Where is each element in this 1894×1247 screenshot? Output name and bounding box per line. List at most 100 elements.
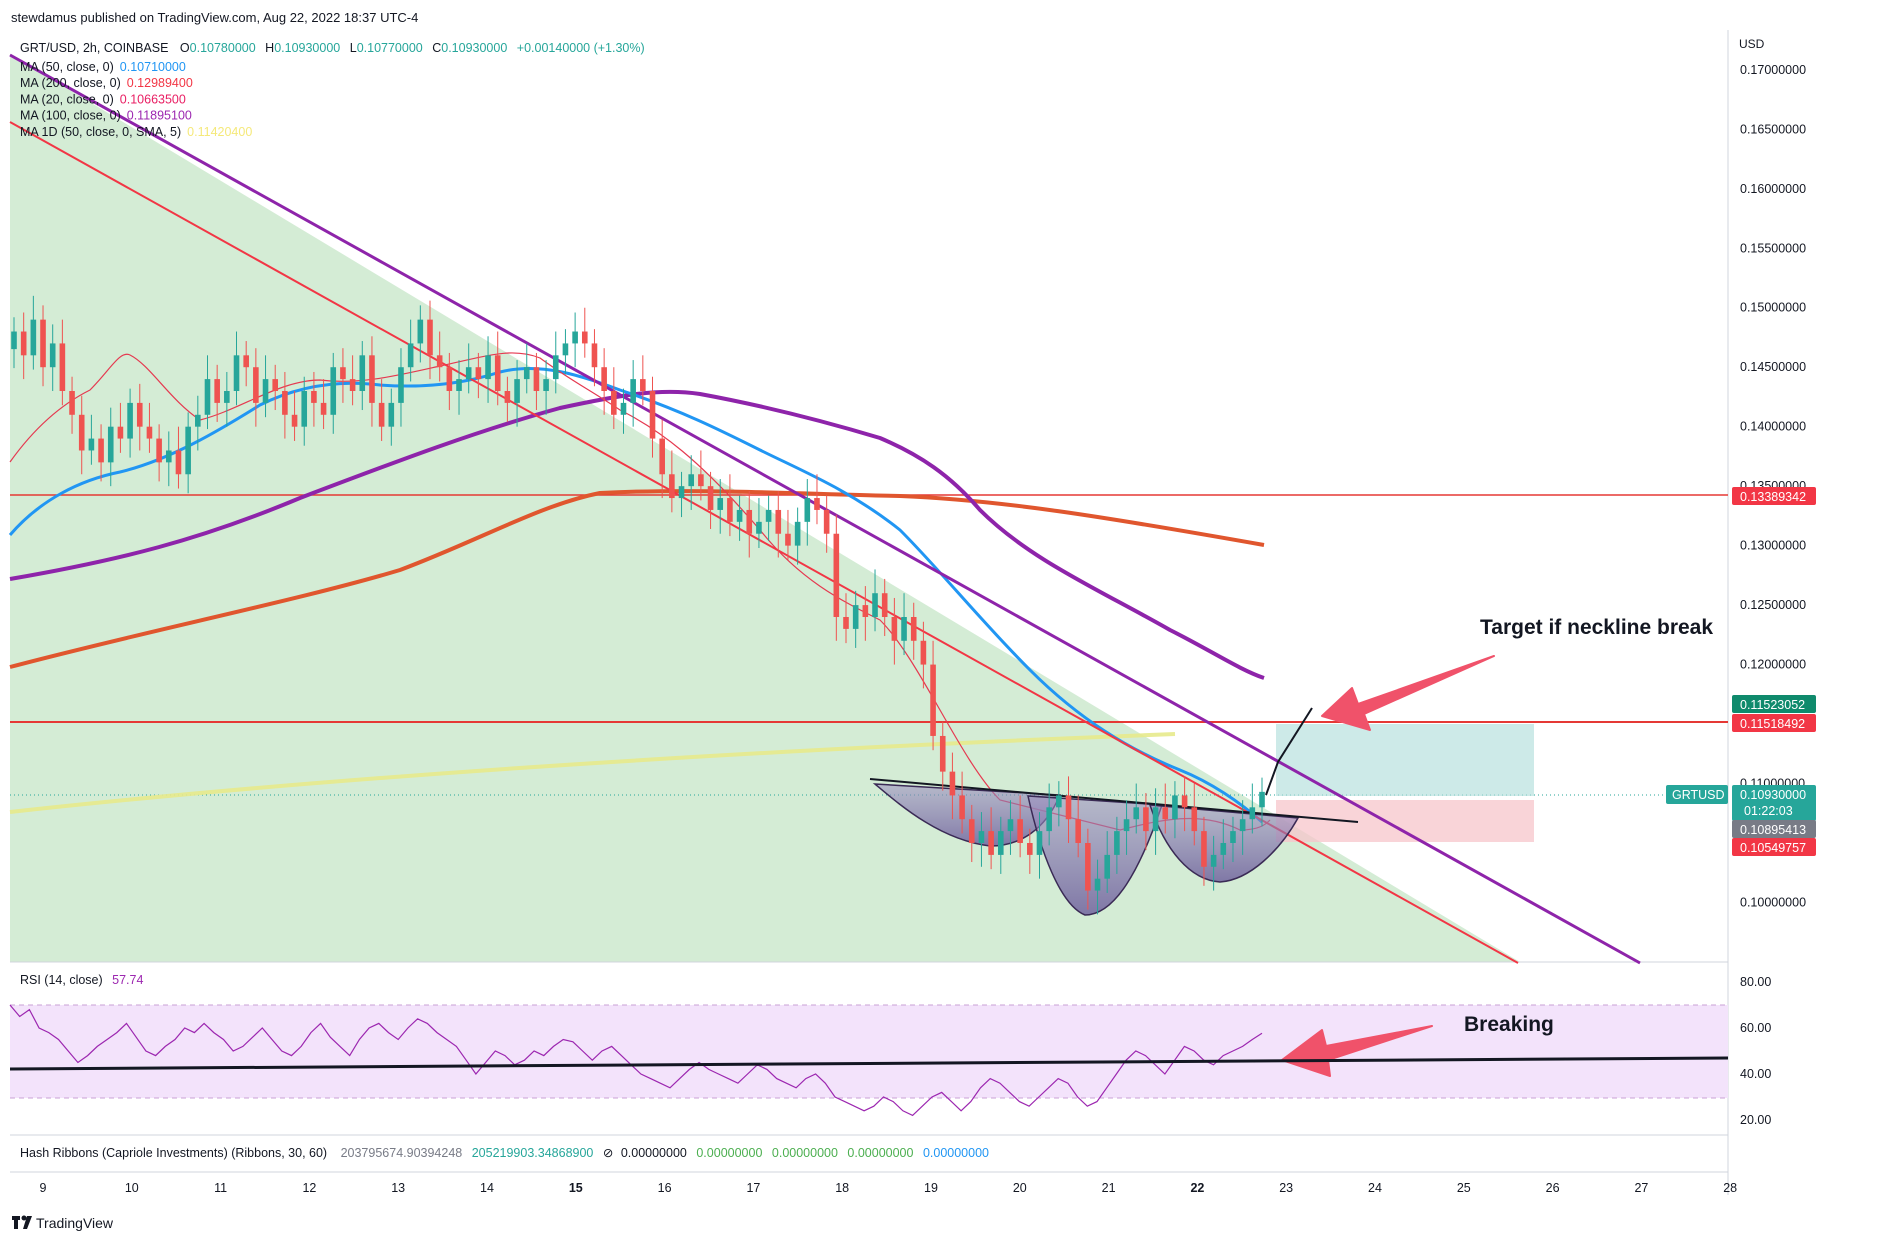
candle-body <box>920 640 927 665</box>
candle-body <box>156 438 162 463</box>
time-tick-label: 12 <box>302 1181 316 1195</box>
candle-body <box>30 319 37 356</box>
projection-line <box>1265 707 1313 796</box>
candle-body <box>949 771 956 796</box>
candle-body <box>1230 831 1236 843</box>
candle-body <box>1220 843 1227 855</box>
rsi-trendline[interactable] <box>9 1056 1729 1071</box>
candle-body <box>1181 795 1188 808</box>
badge-countdown-text: 01:22:03 <box>1744 804 1793 818</box>
candle-body <box>369 355 375 403</box>
badge-target <box>1732 695 1816 713</box>
candle-body <box>282 391 288 415</box>
indicator-legend-item: MA (50, close, 0) 0.10710000 <box>20 60 186 74</box>
candle-body <box>775 509 782 534</box>
candle-body <box>40 319 46 368</box>
candle-body <box>1017 819 1023 843</box>
candle-body <box>1152 807 1159 832</box>
candle-body <box>427 319 433 356</box>
indicator-legend-item: MA (200, close, 0) 0.12989400 <box>20 76 193 90</box>
candle-body <box>640 379 646 391</box>
candle-body <box>1249 807 1256 820</box>
candle-body <box>1162 807 1169 820</box>
high-value: 0.10930000 <box>274 41 340 55</box>
candle-body <box>1036 831 1043 855</box>
candle-body <box>881 593 888 617</box>
candle-body <box>756 521 762 534</box>
candle-body <box>581 331 588 344</box>
target-annotation: Target if neckline break <box>1480 616 1713 639</box>
time-tick-label: 21 <box>1102 1181 1116 1195</box>
candle-body <box>407 343 414 368</box>
candle-body <box>843 617 849 629</box>
candle-body <box>891 617 898 641</box>
candle-body <box>1046 807 1052 832</box>
indicator-legend-item: MA (100, close, 0) 0.11895100 <box>20 109 192 123</box>
ma-1d-line <box>9 732 1176 814</box>
candle-body <box>823 509 830 534</box>
candle-body <box>736 509 743 522</box>
badge-stop <box>1732 838 1816 856</box>
rsi-tick-label: 60.00 <box>1740 1021 1771 1035</box>
candle-body <box>49 343 56 368</box>
price-tick-label: 0.16000000 <box>1740 182 1806 196</box>
price-tick-label: 0.17000000 <box>1740 63 1806 77</box>
close-value: 0.10930000 <box>441 41 507 55</box>
candle-body <box>378 402 385 427</box>
time-tick-label: 15 <box>569 1181 583 1195</box>
candle-body <box>398 367 404 403</box>
candle-body <box>1123 819 1130 832</box>
price-tick-label: 0.14500000 <box>1740 360 1806 374</box>
candle-body <box>939 735 946 772</box>
candle-body <box>717 498 724 510</box>
candle-body <box>253 367 259 403</box>
time-axis[interactable]: 9 10 11 12 13 14 15 16 17 18 19 20 21 22 23 24 25 26 27 28 <box>40 1181 1738 1195</box>
low-value: 0.10770000 <box>357 41 423 55</box>
candle-body <box>204 379 211 415</box>
badge-last <box>1732 785 1816 821</box>
candle-body <box>707 486 714 510</box>
target-zone[interactable] <box>1276 724 1534 796</box>
candle-body <box>1210 854 1217 867</box>
descending-trendline-purple[interactable] <box>9 53 1641 965</box>
candle-body <box>1143 807 1149 832</box>
time-tick-label: 18 <box>835 1181 849 1195</box>
candle-body <box>1027 843 1033 855</box>
candle-body <box>20 331 27 356</box>
candle-body <box>988 831 994 855</box>
candle-body <box>78 414 85 451</box>
candle-body <box>523 367 530 380</box>
tradingview-logo[interactable]: TradingView <box>12 1215 114 1231</box>
rsi-tick-label: 20.00 <box>1740 1113 1771 1127</box>
candle-body <box>1094 878 1101 891</box>
stop-zone[interactable] <box>1276 800 1534 842</box>
candle-body <box>311 391 317 403</box>
candle-body <box>669 474 675 499</box>
price-axis[interactable]: 0.17000000 0.16500000 0.16000000 0.15500000… <box>1740 63 1806 910</box>
symbol-legend: GRT/USD, 2h, COINBASE O0.10780000 H0.109… <box>20 41 645 55</box>
rsi-axis[interactable]: 80.00 60.00 40.00 20.00 <box>1740 975 1771 1127</box>
change-value: +0.00140000 (+1.30%) <box>517 41 645 55</box>
candle-body <box>1104 854 1111 879</box>
candle-body <box>388 402 395 427</box>
time-tick-label: 17 <box>746 1181 760 1195</box>
candle-body <box>727 498 733 522</box>
badge-stop-text: 0.10549757 <box>1740 841 1806 855</box>
candle-body <box>233 355 240 391</box>
badge-last-text: 0.10930000 <box>1740 788 1806 802</box>
candle-body <box>1191 807 1198 832</box>
candle-body <box>978 831 985 843</box>
candle-body <box>794 521 801 546</box>
ma200-line <box>9 489 1265 669</box>
candle-body <box>533 367 540 391</box>
time-tick-label: 28 <box>1723 1181 1737 1195</box>
time-tick-label: 27 <box>1634 1181 1648 1195</box>
candle-body <box>591 343 598 368</box>
candle-body <box>165 450 172 463</box>
candle-body <box>224 391 230 403</box>
price-tick-label: 0.16500000 <box>1740 122 1806 136</box>
candle-body <box>195 414 201 427</box>
candle-body <box>1201 831 1207 867</box>
